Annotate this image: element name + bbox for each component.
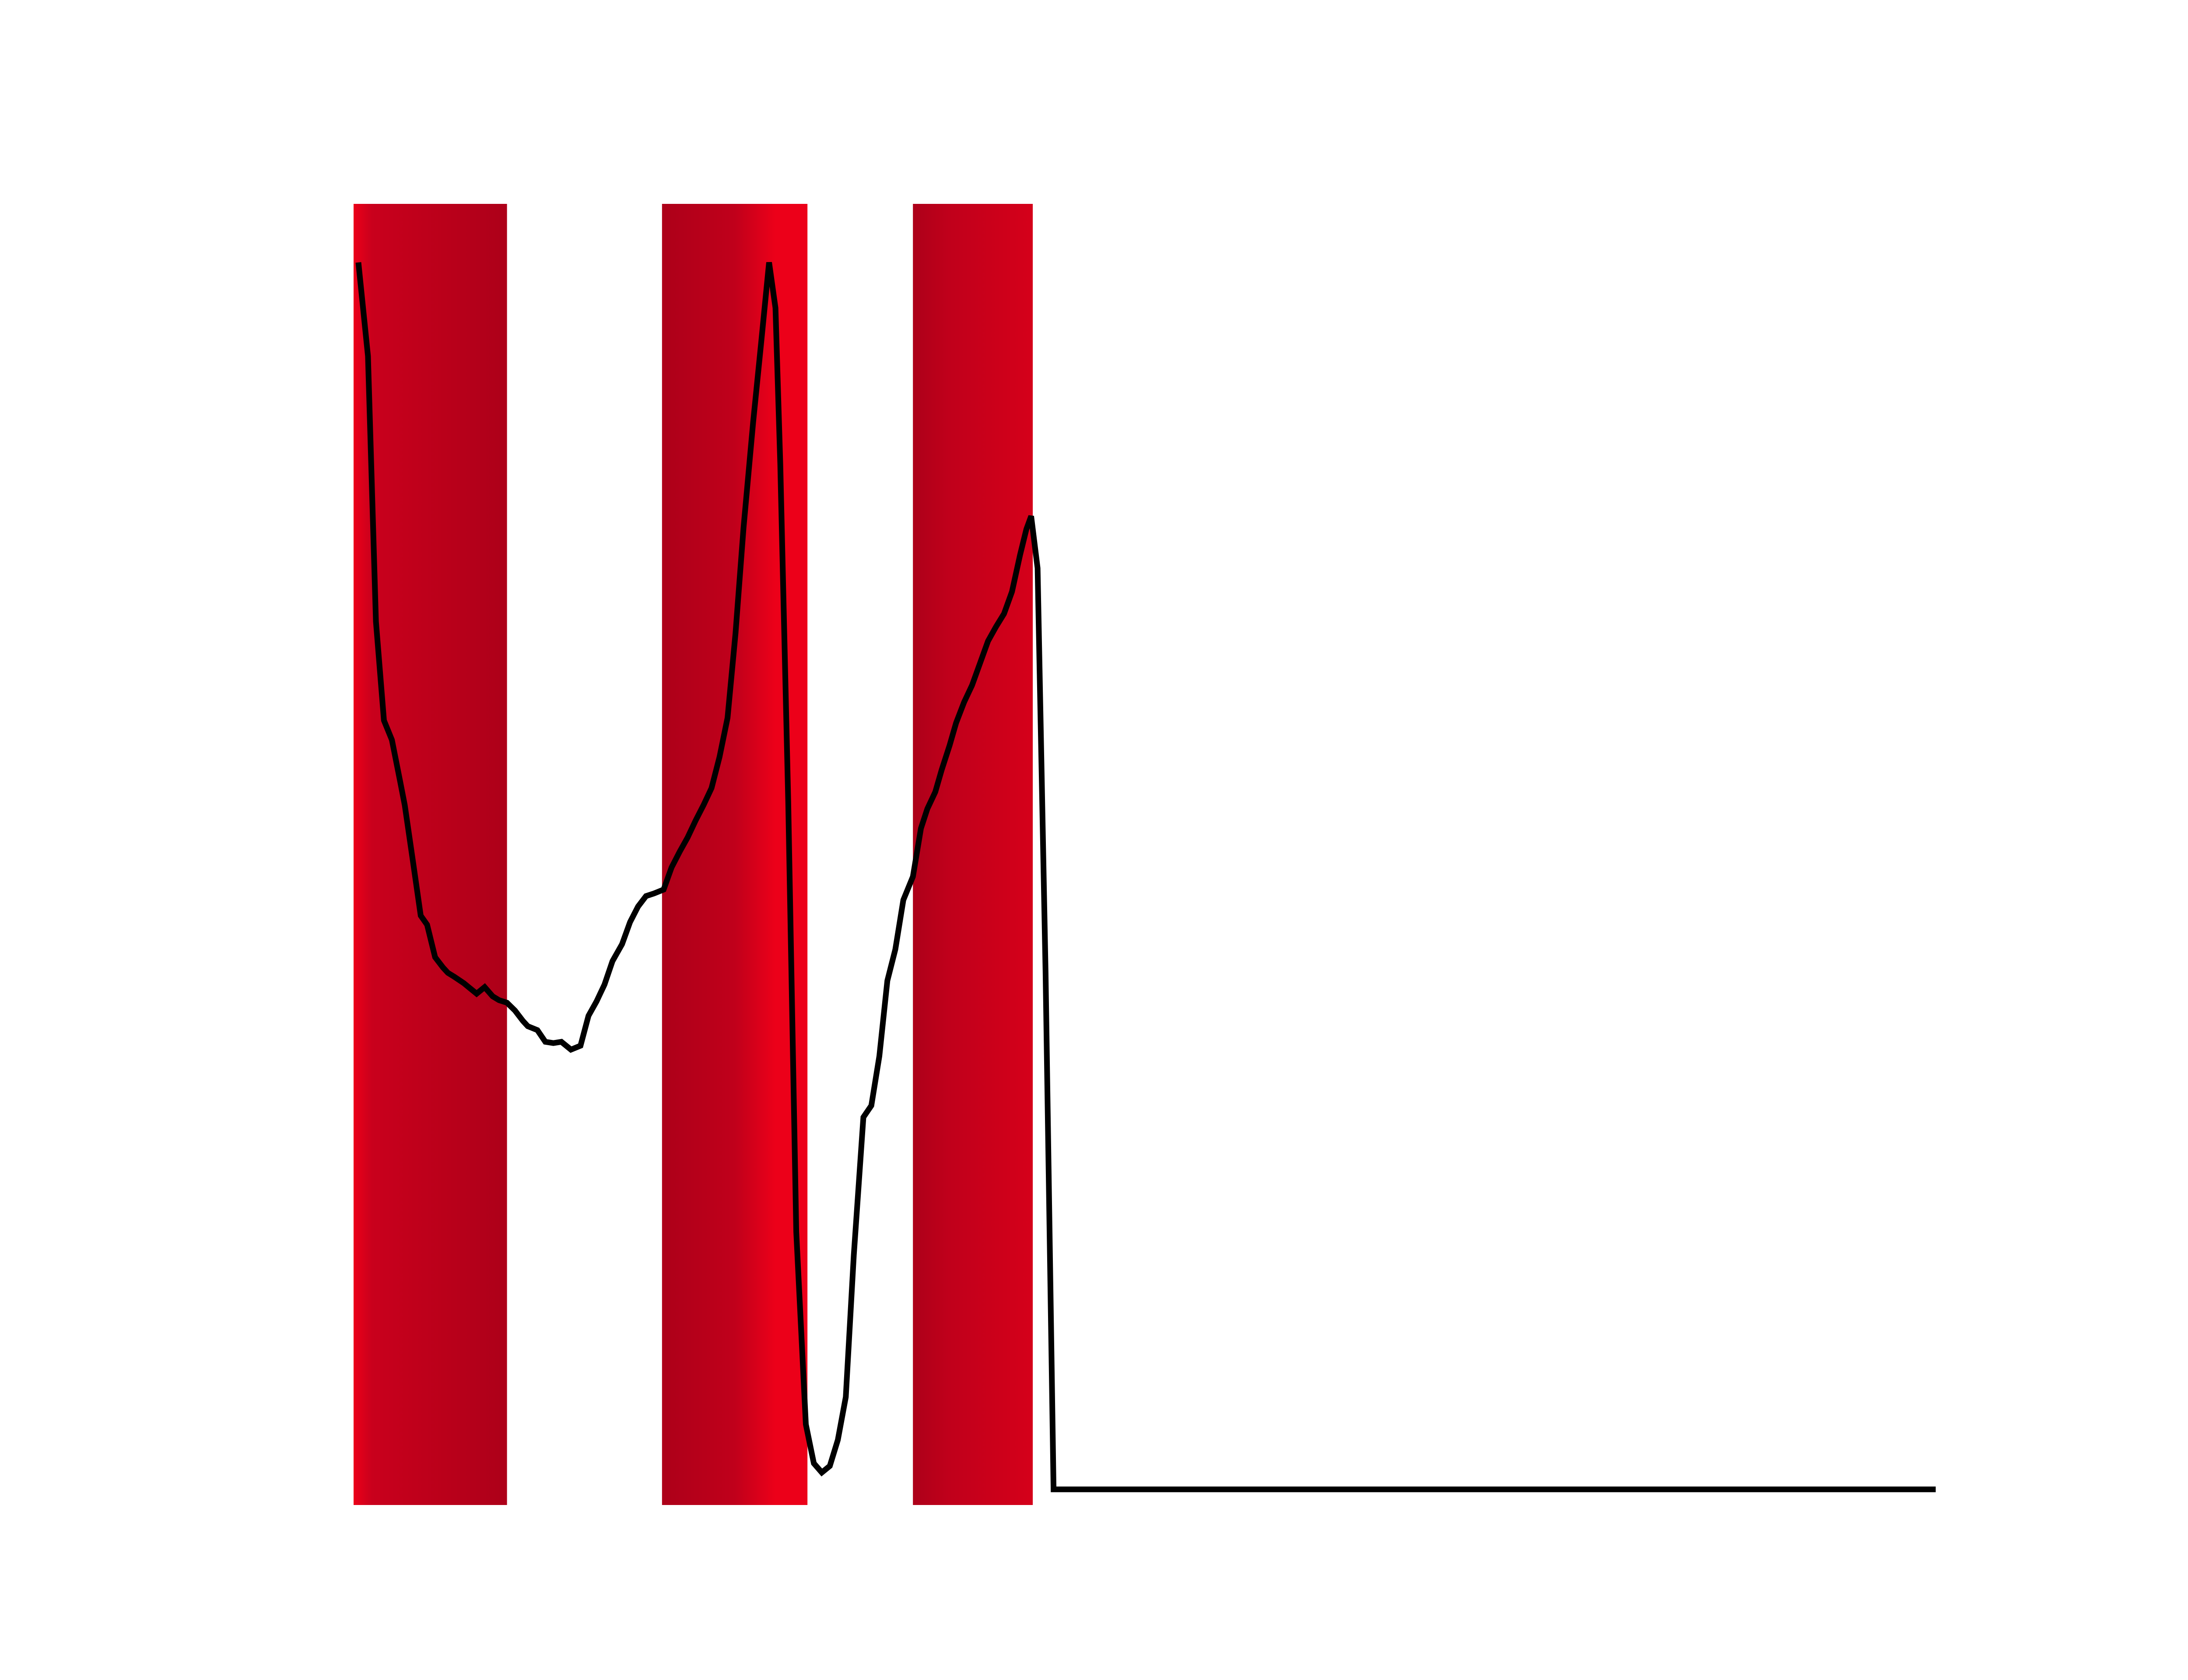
series-layer	[355, 262, 1936, 1492]
series-line-1	[355, 262, 1936, 1492]
highlight-band-3	[913, 204, 1033, 1505]
highlight-bands	[354, 204, 1033, 1505]
highlight-band-2	[662, 204, 808, 1505]
highlight-band-1	[354, 204, 507, 1505]
